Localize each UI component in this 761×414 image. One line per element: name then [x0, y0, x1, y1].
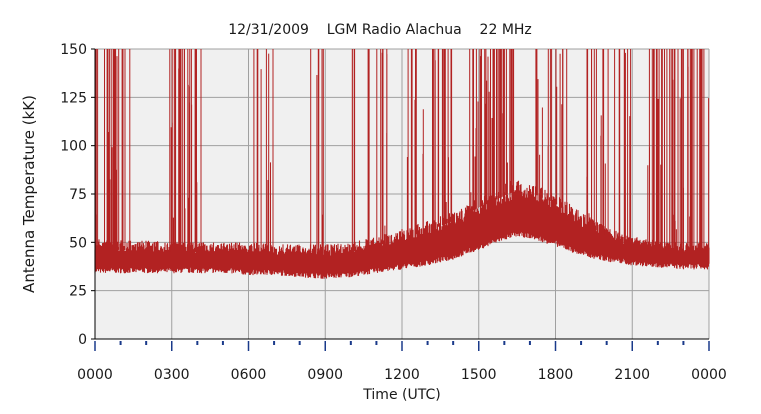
x-tick-label: 0000: [77, 367, 113, 383]
series-antenna-temperature: [94, 49, 710, 279]
x-tick-label: 1200: [384, 367, 420, 383]
series-spikes: [94, 49, 710, 254]
x-tick-label: 0600: [231, 367, 267, 383]
x-tick-label: 0000: [691, 367, 727, 383]
y-tick-label: 25: [69, 284, 87, 300]
x-axis-label: Time (UTC): [362, 387, 440, 403]
y-tick-label: 125: [60, 90, 87, 106]
y-tick-label: 150: [60, 42, 87, 58]
x-tick-label: 1500: [461, 367, 497, 383]
axes: [91, 48, 710, 351]
y-tick-label: 100: [60, 139, 87, 155]
x-tick-label: 1800: [538, 367, 574, 383]
y-tick-label: 0: [78, 332, 87, 348]
axis-labels: 0 25 50 75 100 125 150 0000 0300 0600 0900 1200 1500…: [60, 42, 727, 383]
x-tick-label: 0900: [307, 367, 343, 383]
x-tick-label: 0300: [154, 367, 190, 383]
y-tick-label: 50: [69, 235, 87, 251]
y-axis-label: Antenna Temperature (kK): [20, 95, 38, 293]
x-tick-label: 2100: [614, 367, 650, 383]
y-tick-label: 75: [69, 187, 87, 203]
chart-title: 12/31/2009 LGM Radio Alachua 22 MHz: [228, 22, 532, 38]
